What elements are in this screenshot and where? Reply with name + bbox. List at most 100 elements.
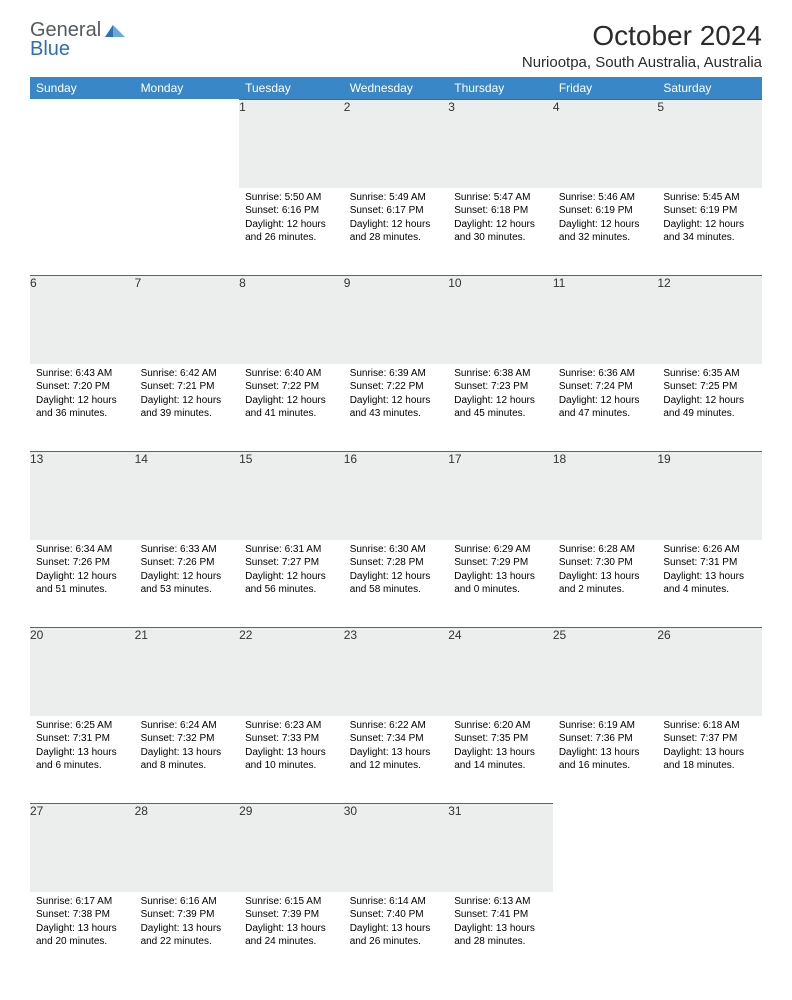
daylight-line-2: and 56 minutes. (245, 583, 338, 597)
day-number: 20 (30, 628, 135, 716)
day-number-row: 13141516171819 (30, 452, 762, 540)
daylight-line-1: Daylight: 12 hours (36, 394, 129, 408)
day-content: Sunrise: 6:19 AMSunset: 7:36 PMDaylight:… (553, 716, 658, 779)
sunrise-line: Sunrise: 6:14 AM (350, 895, 443, 909)
daylight-line-1: Daylight: 12 hours (663, 218, 756, 232)
day-cell: Sunrise: 6:42 AMSunset: 7:21 PMDaylight:… (135, 364, 240, 452)
sunrise-line: Sunrise: 5:50 AM (245, 191, 338, 205)
day-cell: Sunrise: 6:30 AMSunset: 7:28 PMDaylight:… (344, 540, 449, 628)
daylight-line-2: and 28 minutes. (454, 935, 547, 949)
sunrise-line: Sunrise: 6:42 AM (141, 367, 234, 381)
day-cell: Sunrise: 6:14 AMSunset: 7:40 PMDaylight:… (344, 892, 449, 980)
day-cell: Sunrise: 6:23 AMSunset: 7:33 PMDaylight:… (239, 716, 344, 804)
day-cell: Sunrise: 6:22 AMSunset: 7:34 PMDaylight:… (344, 716, 449, 804)
empty-day-number (553, 804, 658, 892)
sunrise-line: Sunrise: 6:35 AM (663, 367, 756, 381)
day-header-row: SundayMondayTuesdayWednesdayThursdayFrid… (30, 77, 762, 100)
sunrise-line: Sunrise: 6:16 AM (141, 895, 234, 909)
day-number-row: 12345 (30, 100, 762, 188)
daylight-line-1: Daylight: 12 hours (559, 218, 652, 232)
sunset-line: Sunset: 7:26 PM (36, 556, 129, 570)
day-cell: Sunrise: 6:39 AMSunset: 7:22 PMDaylight:… (344, 364, 449, 452)
daylight-line-2: and 43 minutes. (350, 407, 443, 421)
daylight-line-2: and 22 minutes. (141, 935, 234, 949)
daylight-line-2: and 41 minutes. (245, 407, 338, 421)
day-header: Wednesday (344, 77, 449, 100)
day-cell: Sunrise: 5:50 AMSunset: 6:16 PMDaylight:… (239, 188, 344, 276)
daylight-line-2: and 26 minutes. (350, 935, 443, 949)
day-number: 8 (239, 276, 344, 364)
empty-day-cell (30, 188, 135, 276)
sunrise-line: Sunrise: 6:19 AM (559, 719, 652, 733)
empty-day-number (30, 100, 135, 188)
daylight-line-2: and 39 minutes. (141, 407, 234, 421)
daylight-line-2: and 8 minutes. (141, 759, 234, 773)
location-subtitle: Nuriootpa, South Australia, Australia (522, 54, 762, 71)
daylight-line-2: and 2 minutes. (559, 583, 652, 597)
sunrise-line: Sunrise: 6:28 AM (559, 543, 652, 557)
sunrise-line: Sunrise: 5:45 AM (663, 191, 756, 205)
brand-triangle-icon (105, 23, 127, 44)
daylight-line-2: and 53 minutes. (141, 583, 234, 597)
day-content: Sunrise: 6:29 AMSunset: 7:29 PMDaylight:… (448, 540, 553, 603)
day-number: 3 (448, 100, 553, 188)
day-content: Sunrise: 6:14 AMSunset: 7:40 PMDaylight:… (344, 892, 449, 955)
page-header: General Blue October 2024 Nuriootpa, Sou… (30, 20, 762, 71)
daylight-line-1: Daylight: 12 hours (245, 570, 338, 584)
daylight-line-1: Daylight: 12 hours (350, 394, 443, 408)
day-cell: Sunrise: 6:15 AMSunset: 7:39 PMDaylight:… (239, 892, 344, 980)
daylight-line-1: Daylight: 12 hours (559, 394, 652, 408)
sunrise-line: Sunrise: 6:20 AM (454, 719, 547, 733)
daylight-line-1: Daylight: 13 hours (141, 922, 234, 936)
title-block: October 2024 Nuriootpa, South Australia,… (522, 20, 762, 71)
day-header: Friday (553, 77, 658, 100)
week-row: Sunrise: 6:25 AMSunset: 7:31 PMDaylight:… (30, 716, 762, 804)
sunrise-line: Sunrise: 6:18 AM (663, 719, 756, 733)
sunset-line: Sunset: 7:20 PM (36, 380, 129, 394)
week-row: Sunrise: 5:50 AMSunset: 6:16 PMDaylight:… (30, 188, 762, 276)
day-number: 24 (448, 628, 553, 716)
day-number: 21 (135, 628, 240, 716)
sunrise-line: Sunrise: 6:23 AM (245, 719, 338, 733)
daylight-line-2: and 32 minutes. (559, 231, 652, 245)
day-number: 14 (135, 452, 240, 540)
sunrise-line: Sunrise: 6:38 AM (454, 367, 547, 381)
day-content: Sunrise: 5:45 AMSunset: 6:19 PMDaylight:… (657, 188, 762, 251)
calendar-body: 12345Sunrise: 5:50 AMSunset: 6:16 PMDayl… (30, 100, 762, 980)
sunset-line: Sunset: 7:24 PM (559, 380, 652, 394)
daylight-line-2: and 30 minutes. (454, 231, 547, 245)
day-number: 2 (344, 100, 449, 188)
day-number: 1 (239, 100, 344, 188)
day-number: 15 (239, 452, 344, 540)
day-cell: Sunrise: 6:18 AMSunset: 7:37 PMDaylight:… (657, 716, 762, 804)
sunset-line: Sunset: 7:27 PM (245, 556, 338, 570)
day-number: 25 (553, 628, 658, 716)
sunset-line: Sunset: 7:30 PM (559, 556, 652, 570)
day-header: Thursday (448, 77, 553, 100)
sunset-line: Sunset: 7:29 PM (454, 556, 547, 570)
day-cell: Sunrise: 6:43 AMSunset: 7:20 PMDaylight:… (30, 364, 135, 452)
daylight-line-2: and 0 minutes. (454, 583, 547, 597)
daylight-line-2: and 47 minutes. (559, 407, 652, 421)
day-content: Sunrise: 5:47 AMSunset: 6:18 PMDaylight:… (448, 188, 553, 251)
sunrise-line: Sunrise: 6:24 AM (141, 719, 234, 733)
daylight-line-1: Daylight: 12 hours (245, 394, 338, 408)
day-number: 12 (657, 276, 762, 364)
day-content: Sunrise: 6:36 AMSunset: 7:24 PMDaylight:… (553, 364, 658, 427)
daylight-line-2: and 24 minutes. (245, 935, 338, 949)
daylight-line-1: Daylight: 13 hours (454, 922, 547, 936)
daylight-line-1: Daylight: 12 hours (141, 394, 234, 408)
sunrise-line: Sunrise: 6:39 AM (350, 367, 443, 381)
daylight-line-2: and 4 minutes. (663, 583, 756, 597)
month-title: October 2024 (522, 20, 762, 52)
daylight-line-1: Daylight: 13 hours (559, 746, 652, 760)
daylight-line-2: and 12 minutes. (350, 759, 443, 773)
daylight-line-1: Daylight: 13 hours (663, 746, 756, 760)
day-content: Sunrise: 6:33 AMSunset: 7:26 PMDaylight:… (135, 540, 240, 603)
day-number: 26 (657, 628, 762, 716)
day-cell: Sunrise: 6:33 AMSunset: 7:26 PMDaylight:… (135, 540, 240, 628)
sunset-line: Sunset: 7:35 PM (454, 732, 547, 746)
day-cell: Sunrise: 5:45 AMSunset: 6:19 PMDaylight:… (657, 188, 762, 276)
daylight-line-1: Daylight: 12 hours (350, 218, 443, 232)
day-content: Sunrise: 6:26 AMSunset: 7:31 PMDaylight:… (657, 540, 762, 603)
